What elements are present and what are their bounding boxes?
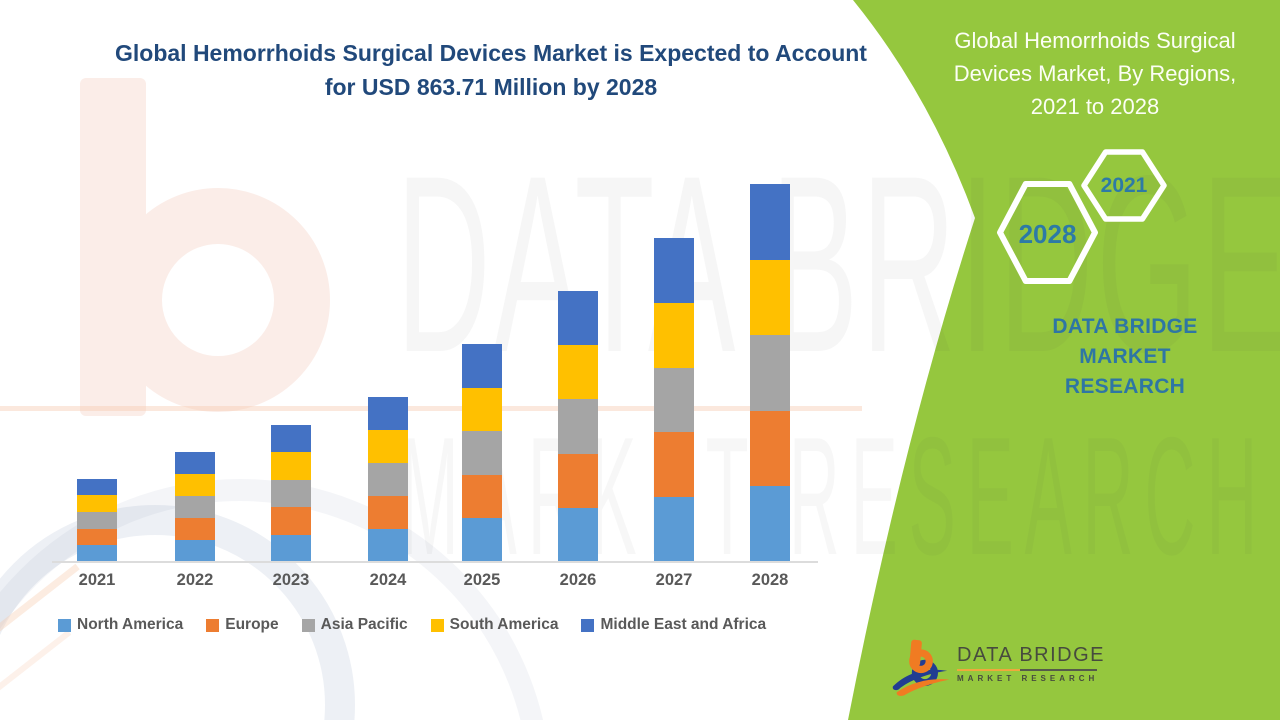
brand-wordmark: DATA BRIDGE MARKET RESEARCH xyxy=(1005,312,1245,402)
legend-item-asia-pacific: Asia Pacific xyxy=(301,616,408,634)
side-panel-title-line3: 2021 to 2028 xyxy=(1030,94,1160,119)
bar-segment-asia-pacific xyxy=(77,512,117,529)
bar-segment-south-america xyxy=(77,495,117,513)
bar-segment-north-america xyxy=(77,545,117,562)
bar-segment-middle-east-and-africa xyxy=(175,452,215,475)
legend-label: Europe xyxy=(225,616,279,633)
x-axis-label-2026: 2026 xyxy=(559,571,597,589)
bar-segment-north-america xyxy=(558,507,598,562)
bar-segment-middle-east-and-africa xyxy=(368,397,408,431)
hexagon-year-2021: 2021 xyxy=(1100,174,1148,197)
bar-segment-middle-east-and-africa xyxy=(558,291,598,346)
side-panel-title-line2: Devices Market, By Regions, xyxy=(953,61,1237,86)
bar-segment-north-america xyxy=(750,486,790,562)
hexagon-2028 xyxy=(997,181,1098,284)
bar-segment-europe xyxy=(750,410,790,487)
bar-segment-europe xyxy=(368,496,408,530)
bar-segment-europe xyxy=(558,453,598,508)
legend-swatch xyxy=(58,618,71,632)
hexagon-badges xyxy=(997,149,1167,284)
bar-segment-north-america xyxy=(654,497,694,562)
chart-title-line1: Global Hemorrhoids Surgical Devices Mark… xyxy=(115,40,867,66)
bar-segment-europe xyxy=(77,528,117,546)
x-axis-line xyxy=(52,561,818,563)
bar-segment-north-america xyxy=(175,540,215,562)
brand-wordmark-line1: DATA BRIDGE MARKET xyxy=(1052,315,1198,368)
side-panel-title-line1: Global Hemorrhoids Surgical xyxy=(954,28,1236,53)
data-bridge-logo-icon xyxy=(892,639,950,696)
bar-segment-middle-east-and-africa xyxy=(654,238,694,303)
bar-segment-south-america xyxy=(368,430,408,464)
brand-wordmark-line2: RESEARCH xyxy=(1064,375,1186,398)
bar-segment-south-america xyxy=(271,452,311,480)
bar-segment-middle-east-and-africa xyxy=(462,344,502,388)
bar-segment-north-america xyxy=(271,534,311,562)
logo-subtitle: MARKET RESEARCH xyxy=(957,674,1099,683)
legend-swatch xyxy=(206,618,220,632)
x-axis-label-2022: 2022 xyxy=(176,571,214,589)
legend-swatch xyxy=(430,618,444,632)
bar-segment-europe xyxy=(271,507,311,535)
x-axis-label-2025: 2025 xyxy=(463,571,501,589)
legend-item-north-america: North America xyxy=(58,616,183,634)
bar-segment-asia-pacific xyxy=(654,367,694,433)
legend: North America Europe Asia Pacific South Ame… xyxy=(58,616,766,634)
bar-segment-asia-pacific xyxy=(271,479,311,508)
logo-rule xyxy=(957,669,1097,671)
chart-title: Global Hemorrhoids Surgical Devices Mark… xyxy=(61,36,921,104)
bar-segment-south-america xyxy=(750,259,790,336)
bar-segment-north-america xyxy=(368,529,408,562)
logo-text: DATA BRIDGE MARKET RESEARCH xyxy=(957,644,1105,683)
bar-segment-asia-pacific xyxy=(750,335,790,411)
legend-item-europe: Europe xyxy=(206,616,279,634)
legend-swatch xyxy=(581,618,595,632)
hexagon-year-2028: 2028 xyxy=(1018,219,1077,249)
legend-label: North America xyxy=(77,616,184,633)
bar-segment-south-america xyxy=(654,302,694,368)
bar-segment-asia-pacific xyxy=(368,463,408,497)
bar-segment-middle-east-and-africa xyxy=(750,184,790,260)
x-axis-label-2027: 2027 xyxy=(655,571,693,589)
logo-name: DATA BRIDGE xyxy=(957,644,1106,666)
bar-segment-south-america xyxy=(558,345,598,400)
legend-swatch xyxy=(301,618,315,632)
x-axis-label-2024: 2024 xyxy=(369,571,407,589)
side-panel-title: Global Hemorrhoids Surgical Devices Mark… xyxy=(925,24,1265,123)
bar-segment-europe xyxy=(654,432,694,498)
bar-segment-middle-east-and-africa xyxy=(77,478,117,496)
x-axis-label-2028: 2028 xyxy=(751,571,789,589)
legend-label: South America xyxy=(449,616,559,633)
bar-segment-middle-east-and-africa xyxy=(271,425,311,453)
bar-segment-south-america xyxy=(462,387,502,432)
bar-segment-asia-pacific xyxy=(175,496,215,519)
data-bridge-logo: DATA BRIDGE MARKET RESEARCH xyxy=(891,637,1151,701)
legend-item-middle-east-and-africa: Middle East and Africa xyxy=(581,616,766,634)
bar-segment-south-america xyxy=(175,474,215,497)
x-axis-label-2021: 2021 xyxy=(78,571,116,589)
legend-label: Middle East and Africa xyxy=(600,616,767,633)
bar-segment-asia-pacific xyxy=(558,399,598,454)
legend-item-south-america: South America xyxy=(430,616,559,634)
bar-segment-europe xyxy=(462,474,502,519)
bar-segment-asia-pacific xyxy=(462,431,502,475)
hexagon-2021 xyxy=(1081,149,1167,222)
bar-segment-north-america xyxy=(462,518,502,562)
bar-segment-europe xyxy=(175,518,215,541)
chart-title-line2: for USD 863.71 Million by 2028 xyxy=(324,74,658,100)
legend-label: Asia Pacific xyxy=(320,616,408,633)
x-axis-label-2023: 2023 xyxy=(272,571,310,589)
